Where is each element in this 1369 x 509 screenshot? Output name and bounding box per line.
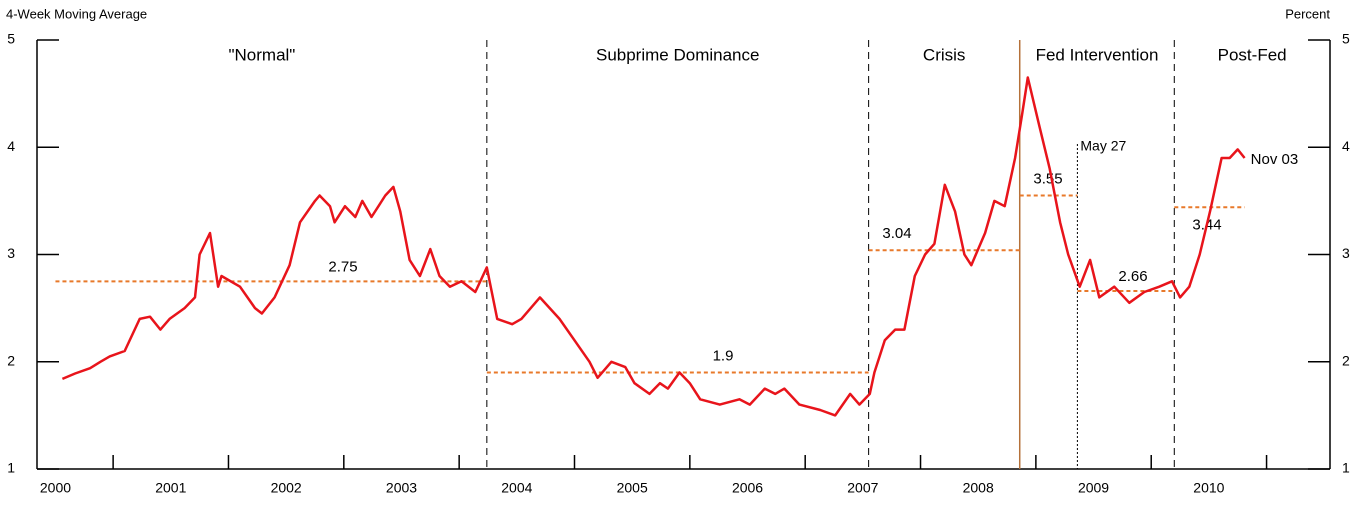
average-label: 3.55 [1033,170,1062,187]
y-tick-label: 3 [7,245,15,261]
x-tick-label: 2008 [963,480,994,496]
y-axis-title-right: Percent [1285,6,1330,21]
y-tick-label: 2 [7,352,15,368]
y2-tick-label: 1 [1342,460,1350,476]
average-label: 2.75 [328,258,357,275]
x-tick-label: 2006 [732,480,763,496]
y-tick-label: 4 [7,138,15,154]
y-tick-label: 1 [7,460,15,476]
x-tick-label: 2009 [1078,480,1109,496]
period-label: Crisis [923,45,966,64]
x-tick-label: 2000 [40,480,71,496]
x-tick-label: 2005 [617,480,648,496]
period-label: Subprime Dominance [596,45,759,64]
y-axis-title-left: 4-Week Moving Average [6,6,147,21]
average-label: 1.9 [713,347,734,364]
average-label: 2.66 [1118,268,1147,285]
x-tick-label: 2003 [386,480,417,496]
y2-tick-label: 2 [1342,352,1350,368]
period-label: "Normal" [228,45,295,64]
x-tick-label: 2010 [1193,480,1224,496]
date-marker-label: May 27 [1080,138,1126,154]
x-tick-label: 2001 [155,480,186,496]
x-tick-label: 2004 [501,480,532,496]
period-label: Fed Intervention [1036,45,1159,64]
series-line [61,76,1246,417]
period-label: Post-Fed [1218,45,1287,64]
y2-tick-label: 4 [1342,138,1350,154]
x-tick-label: 2007 [847,480,878,496]
x-tick-label: 2002 [271,480,302,496]
y2-tick-label: 3 [1342,245,1350,261]
average-label: 3.04 [882,225,911,242]
y2-tick-label: 5 [1342,31,1350,47]
y-tick-label: 5 [7,31,15,47]
end-label: Nov 03 [1251,151,1299,168]
